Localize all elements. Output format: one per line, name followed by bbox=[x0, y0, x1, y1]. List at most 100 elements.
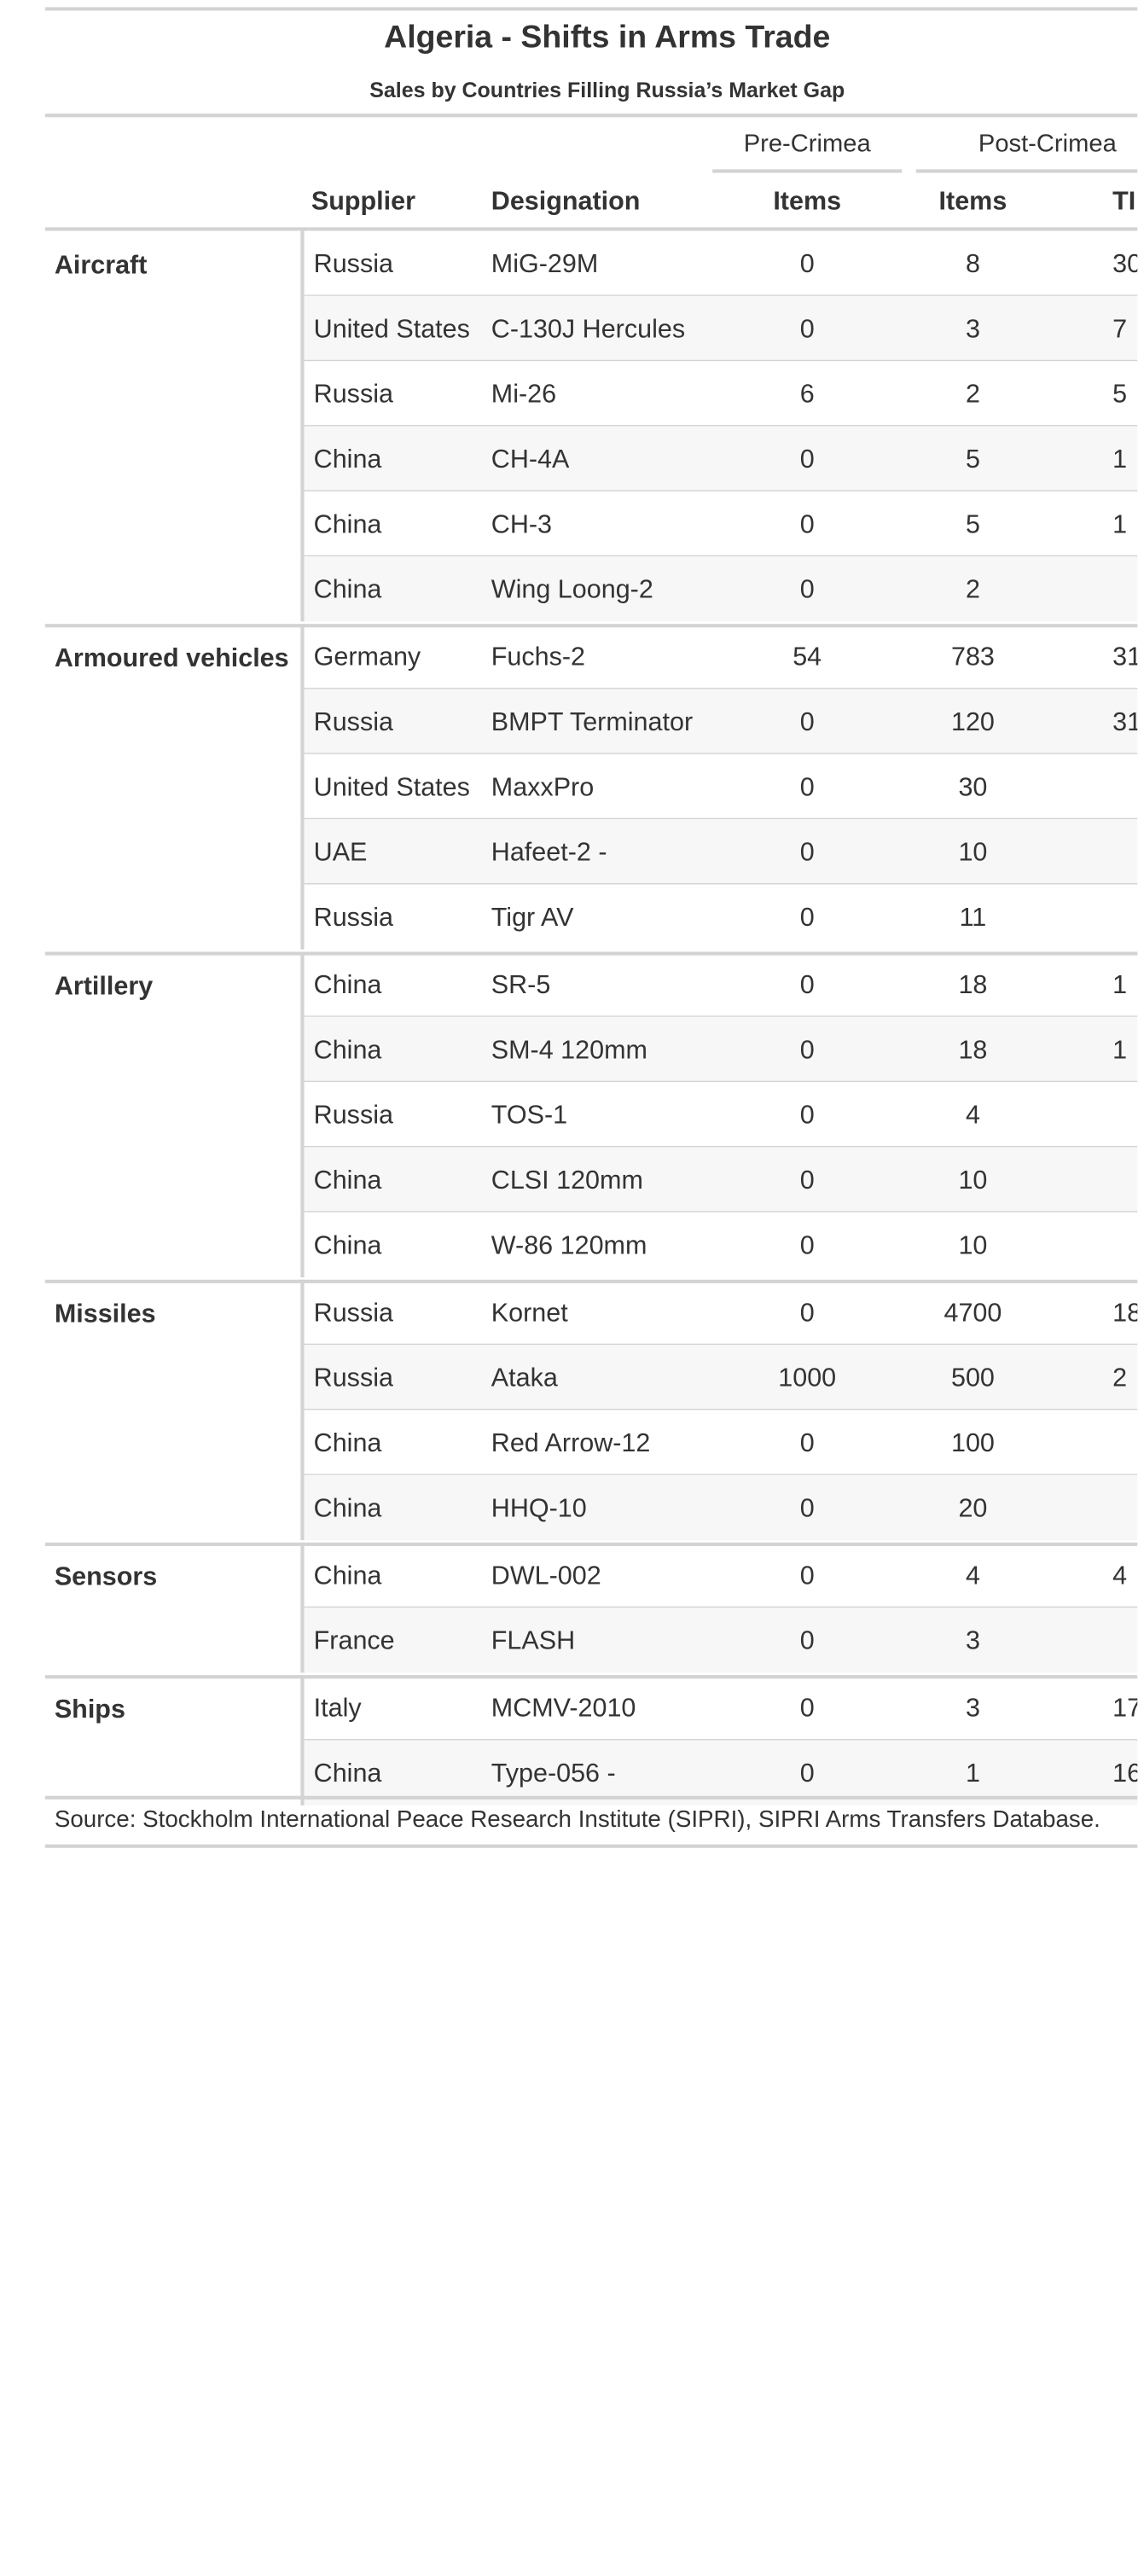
cell-tiv: 16 bbox=[1112, 1758, 1137, 1788]
table-row: China CH-3 0 5 1 bbox=[304, 491, 1138, 557]
table-row: Russia TOS-1 0 4 bbox=[304, 1082, 1138, 1148]
cell-pre-items: 1000 bbox=[778, 1362, 837, 1393]
group-label: Sensors bbox=[54, 1561, 158, 1591]
cell-pre-items: 0 bbox=[799, 1099, 815, 1130]
cell-designation: Kornet bbox=[491, 1297, 568, 1328]
cell-post-items: 30 bbox=[958, 771, 988, 802]
row-border bbox=[304, 883, 1138, 885]
cell-pre-items: 0 bbox=[799, 771, 815, 802]
group-separator bbox=[44, 1279, 1138, 1283]
table-row: China DWL-002 0 4 4 bbox=[304, 1543, 1138, 1608]
table-row: China CLSI 120mm 0 10 bbox=[304, 1147, 1138, 1212]
cell-pre-items: 0 bbox=[799, 573, 815, 604]
group-stub-rule bbox=[300, 1279, 305, 1541]
cell-designation: Tigr AV bbox=[491, 902, 574, 932]
row-border bbox=[304, 1146, 1138, 1148]
cell-post-items: 3 bbox=[965, 1625, 980, 1655]
table-row: China HHQ-10 0 20 bbox=[304, 1474, 1138, 1541]
cell-tiv: 2 bbox=[1112, 1362, 1128, 1393]
title-rule bbox=[44, 113, 1138, 118]
cell-designation: MaxxPro bbox=[491, 771, 595, 802]
cell-supplier: China bbox=[313, 1034, 382, 1065]
table-row: Italy MCMV-2010 0 3 17 bbox=[304, 1675, 1138, 1741]
cell-supplier: Russia bbox=[313, 1297, 393, 1328]
row-border bbox=[304, 688, 1138, 689]
cell-supplier: United States bbox=[313, 313, 470, 344]
spanner-post-crimea: Post-Crimea bbox=[915, 131, 1138, 173]
cell-designation: HHQ-10 bbox=[491, 1492, 587, 1523]
spanner-post-crimea-underline bbox=[915, 169, 1138, 173]
table-row: Russia Kornet 0 4700 18 bbox=[304, 1280, 1138, 1346]
bottom-rule bbox=[44, 1844, 1138, 1848]
cell-designation: Red Arrow-12 bbox=[491, 1428, 651, 1457]
cell-tiv bbox=[1112, 754, 1137, 819]
cell-tiv: 1 bbox=[1112, 509, 1128, 539]
cell-supplier: Russia bbox=[313, 248, 393, 279]
table-row: Russia Ataka 1000 500 2 bbox=[304, 1345, 1138, 1410]
cell-pre-items: 0 bbox=[799, 1492, 815, 1523]
cell-tiv: 1 bbox=[1112, 1034, 1128, 1065]
row-border bbox=[304, 817, 1138, 820]
cell-pre-items: 0 bbox=[799, 836, 815, 867]
cell-designation: Wing Loong-2 bbox=[491, 573, 653, 604]
table-title: Algeria - Shifts in Arms Trade bbox=[384, 19, 831, 55]
cell-post-items: 3 bbox=[965, 1692, 980, 1723]
row-border bbox=[304, 1739, 1138, 1741]
row-border bbox=[304, 425, 1138, 427]
cell-post-items: 783 bbox=[950, 641, 995, 672]
cell-tiv bbox=[1112, 1212, 1137, 1277]
cell-pre-items: 0 bbox=[799, 1692, 815, 1723]
table-row: UAE Hafeet-2 - 0 10 bbox=[304, 819, 1138, 885]
cell-pre-items: 0 bbox=[799, 707, 815, 736]
table-row: China Type-056 - 0 1 16 bbox=[304, 1740, 1138, 1806]
cell-supplier: France bbox=[313, 1625, 395, 1655]
cell-post-items: 10 bbox=[958, 836, 988, 867]
source-note: Source: Stockholm International Peace Re… bbox=[54, 1806, 1100, 1833]
row-border bbox=[304, 1080, 1138, 1083]
column-header-tiv: TI bbox=[1112, 185, 1136, 216]
arms-trade-table: Algeria - Shifts in Arms Trade Sales by … bbox=[44, 7, 1138, 1852]
group-stub-rule bbox=[300, 624, 305, 950]
row-border bbox=[304, 1211, 1138, 1212]
cell-designation: Hafeet-2 - bbox=[491, 836, 607, 867]
cell-pre-items: 0 bbox=[799, 1230, 815, 1260]
cell-post-items: 5 bbox=[965, 509, 980, 539]
row-group: Sensors China DWL-002 0 4 4 France FLASH 0 3 bbox=[44, 1542, 1138, 1673]
row-border bbox=[304, 294, 1138, 296]
cell-post-items: 100 bbox=[950, 1428, 995, 1457]
table-row: Russia Mi-26 6 2 5 bbox=[304, 361, 1138, 427]
cell-post-items: 18 bbox=[958, 969, 988, 999]
cell-supplier: Russia bbox=[313, 378, 393, 409]
cell-designation: Type-056 - bbox=[491, 1758, 616, 1788]
cell-tiv: 30 bbox=[1112, 248, 1137, 279]
cell-post-items: 500 bbox=[950, 1362, 995, 1393]
cell-supplier: China bbox=[313, 509, 382, 539]
table-row: United States C-130J Hercules 0 3 7 bbox=[304, 295, 1138, 362]
cell-post-items: 4 bbox=[965, 1099, 980, 1130]
cell-supplier: China bbox=[313, 969, 382, 999]
cell-supplier: Russia bbox=[313, 902, 393, 932]
group-label: Artillery bbox=[54, 970, 154, 1001]
table-row: China CH-4A 0 5 1 bbox=[304, 426, 1138, 491]
cell-tiv: 1 bbox=[1112, 969, 1128, 999]
group-stub-rule bbox=[300, 1675, 305, 1806]
group-stub-rule bbox=[300, 230, 305, 622]
cell-pre-items: 0 bbox=[799, 509, 815, 539]
row-group: Armoured vehiclesGermanyFuchs-25478331Ru… bbox=[44, 624, 1138, 950]
cell-tiv bbox=[1112, 1475, 1137, 1540]
column-header-pre-items: Items bbox=[773, 185, 842, 216]
cell-tiv: 17 bbox=[1112, 1692, 1137, 1723]
cell-supplier: China bbox=[313, 444, 382, 474]
cell-designation: SR-5 bbox=[491, 969, 551, 999]
cell-pre-items: 0 bbox=[799, 1758, 815, 1788]
row-border bbox=[304, 359, 1138, 362]
top-rule bbox=[44, 7, 1138, 11]
cell-designation: MiG-29M bbox=[491, 248, 599, 279]
cell-designation: SM-4 120mm bbox=[491, 1034, 647, 1065]
group-separator bbox=[44, 1542, 1138, 1546]
cell-pre-items: 0 bbox=[799, 248, 815, 279]
cell-designation: Fuchs-2 bbox=[491, 641, 586, 672]
cell-designation: C-130J Hercules bbox=[491, 313, 686, 344]
cell-designation: FLASH bbox=[491, 1625, 576, 1655]
column-header-post-items: Items bbox=[938, 185, 1007, 216]
